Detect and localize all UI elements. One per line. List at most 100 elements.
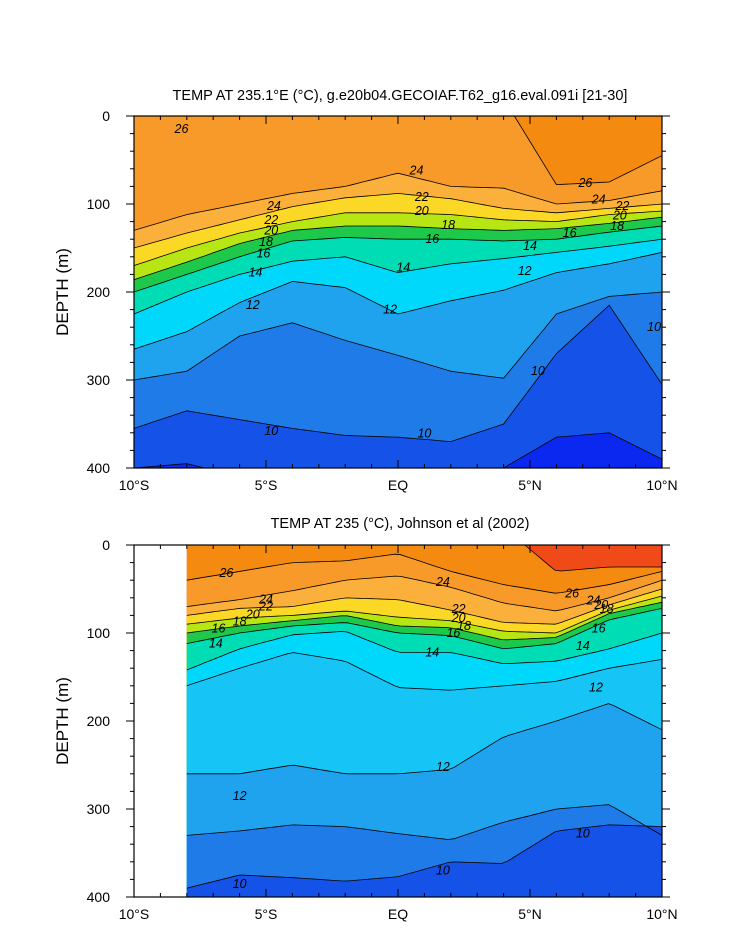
panel-top-contour-label-15: 12 [383,303,397,317]
panel-top-y-tick-label: 200 [87,284,111,300]
panel-top-isotherm-t14 [134,238,662,315]
panel-top-contour-label-20: 20 [612,208,627,222]
panel-top-contour-label-6: 14 [248,266,262,280]
panel-bottom-x-tick-label: 5°S [255,906,278,922]
svg-text:16: 16 [212,622,226,636]
panel-top-title: TEMP AT 235.1°E (°C), g.e20b04.GECOIAF.T… [173,88,628,104]
panel-top-contour-label-12: 18 [441,218,455,232]
panel-bottom-contour-label-13: 16 [446,626,460,640]
panel-top-contour-label-2: 22 [263,213,278,227]
panel-top-contour-label-24: 12 [518,264,532,278]
svg-text:26: 26 [218,566,233,580]
svg-text:24: 24 [585,593,600,607]
panel-bottom-contour-label-24: 10 [576,827,590,841]
panel-top-contour-label-17: 26 [577,176,592,190]
svg-text:14: 14 [209,637,223,651]
svg-text:26: 26 [564,586,579,600]
panel-top-contour-label-18: 24 [591,193,606,207]
svg-text:20: 20 [451,611,466,625]
svg-text:22: 22 [451,602,466,616]
panel-bottom-y-tick-label: 100 [87,625,111,641]
panel-top: TEMP AT 235.1°E (°C), g.e20b04.GECOIAF.T… [53,88,678,493]
panel-top-contour-label-14: 14 [396,260,410,274]
panel-top-isotherm-t24 [134,172,662,231]
panel-top-y-tick-label: 400 [87,460,111,476]
panel-top-contour-label-22: 16 [563,226,577,240]
svg-text:24: 24 [435,575,450,589]
panel-bottom-isotherm-t26 [186,553,662,594]
panel-top-x-tick-label: 5°N [518,477,542,493]
panel-top-contour-label-5: 16 [256,246,270,260]
svg-text:24: 24 [409,164,424,178]
panel-top-contour-label-13: 16 [425,232,439,246]
panel-top-x-tick-label: 10°S [119,477,150,493]
svg-text:14: 14 [396,260,410,274]
svg-text:12: 12 [518,264,532,278]
svg-text:10: 10 [436,864,450,878]
svg-text:24: 24 [258,593,273,607]
panel-top-y-tick-label: 0 [102,108,110,124]
svg-text:18: 18 [457,619,471,633]
panel-bottom-band-t10 [186,824,662,897]
panel-top-contour-label-23: 14 [523,239,537,253]
panel-bottom-contour-label-20: 18 [600,602,614,616]
panel-bottom-isotherm-t13 [186,652,662,691]
panel-bottom-contour-label-22: 14 [576,639,590,653]
svg-text:12: 12 [233,789,247,803]
svg-text:14: 14 [523,239,537,253]
panel-bottom-x-tick-label: 5°N [518,906,542,922]
svg-text:26: 26 [174,122,189,136]
panel-top-y-tick-label: 100 [87,196,111,212]
panel-bottom-contour-label-1: 24 [258,593,273,607]
svg-text:20: 20 [593,598,608,612]
svg-text:22: 22 [414,190,429,204]
svg-text:26: 26 [577,176,592,190]
panel-bottom-x-tick-label: 10°S [119,906,150,922]
panel-top-band-t9 [134,432,662,468]
panel-top-isotherm-t9 [134,432,662,468]
panel-top-contour-label-19: 22 [614,199,629,213]
panel-top-contour-label-10: 22 [414,190,429,204]
panel-bottom-axes: 10°S 5°S EQ 5°N 10°N 0 100 200 300 400 [87,537,678,922]
panel-top-isotherm-t18 [134,216,662,281]
svg-text:12: 12 [383,303,397,317]
panel-bottom-contour-label-9: 24 [435,575,450,589]
panel-bottom-isotherm-t24 [186,575,662,612]
svg-text:12: 12 [436,760,450,774]
panel-top-y-label: DEPTH (m) [53,248,72,336]
panel-bottom-x-tick-label: EQ [388,906,408,922]
panel-top-contour-label-4: 18 [259,235,273,249]
svg-text:18: 18 [610,219,624,233]
panel-bottom-isotherm-t22 [186,588,662,625]
svg-text:10: 10 [233,877,247,891]
panel-bottom-isotherm-t18 [186,601,662,641]
panel-bottom-isotherm-t14 [186,631,662,671]
panel-top-isotherm-t26 [513,116,662,186]
panel-bottom-contour-label-14: 14 [425,645,439,659]
panel-bottom-isotherm-t27 [524,545,662,572]
panel-bottom-title: TEMP AT 235 (°C), Johnson et al (2002) [271,516,530,532]
panel-top-contour-label-0: 26 [174,122,189,136]
panel-top-contour-label-7: 12 [246,298,260,312]
panel-bottom-contour-label-21: 16 [592,622,606,636]
panel-top-contour-label-11: 20 [414,204,429,218]
svg-text:24: 24 [266,199,281,213]
svg-text:16: 16 [563,226,577,240]
svg-text:20: 20 [263,223,278,237]
panel-bottom-plot-area: 2624222018161412102422201816141210262420… [186,545,662,897]
panel-bottom-y-tick-label: 300 [87,801,111,817]
svg-text:10: 10 [417,427,431,441]
panel-bottom: TEMP AT 235 (°C), Johnson et al (2002) 2… [53,516,678,922]
panel-top-x-tick-label: 5°S [255,477,278,493]
svg-text:10: 10 [647,320,661,334]
panel-top-contour-label-21: 18 [610,219,624,233]
svg-text:14: 14 [248,266,262,280]
panel-bottom-contour-label-18: 24 [585,593,600,607]
panel-top-x-tick-label: EQ [388,477,408,493]
panel-bottom-isotherm-t11 [186,804,662,840]
svg-text:12: 12 [246,298,260,312]
panel-bottom-contour-label-23: 12 [589,681,603,695]
panel-bottom-contour-label-4: 18 [233,615,247,629]
panel-bottom-contour-label-15: 12 [436,760,450,774]
svg-text:18: 18 [233,615,247,629]
